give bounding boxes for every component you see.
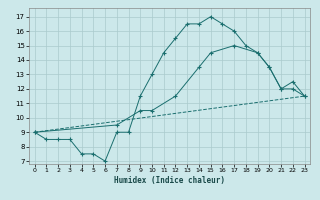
X-axis label: Humidex (Indice chaleur): Humidex (Indice chaleur) [114, 176, 225, 185]
